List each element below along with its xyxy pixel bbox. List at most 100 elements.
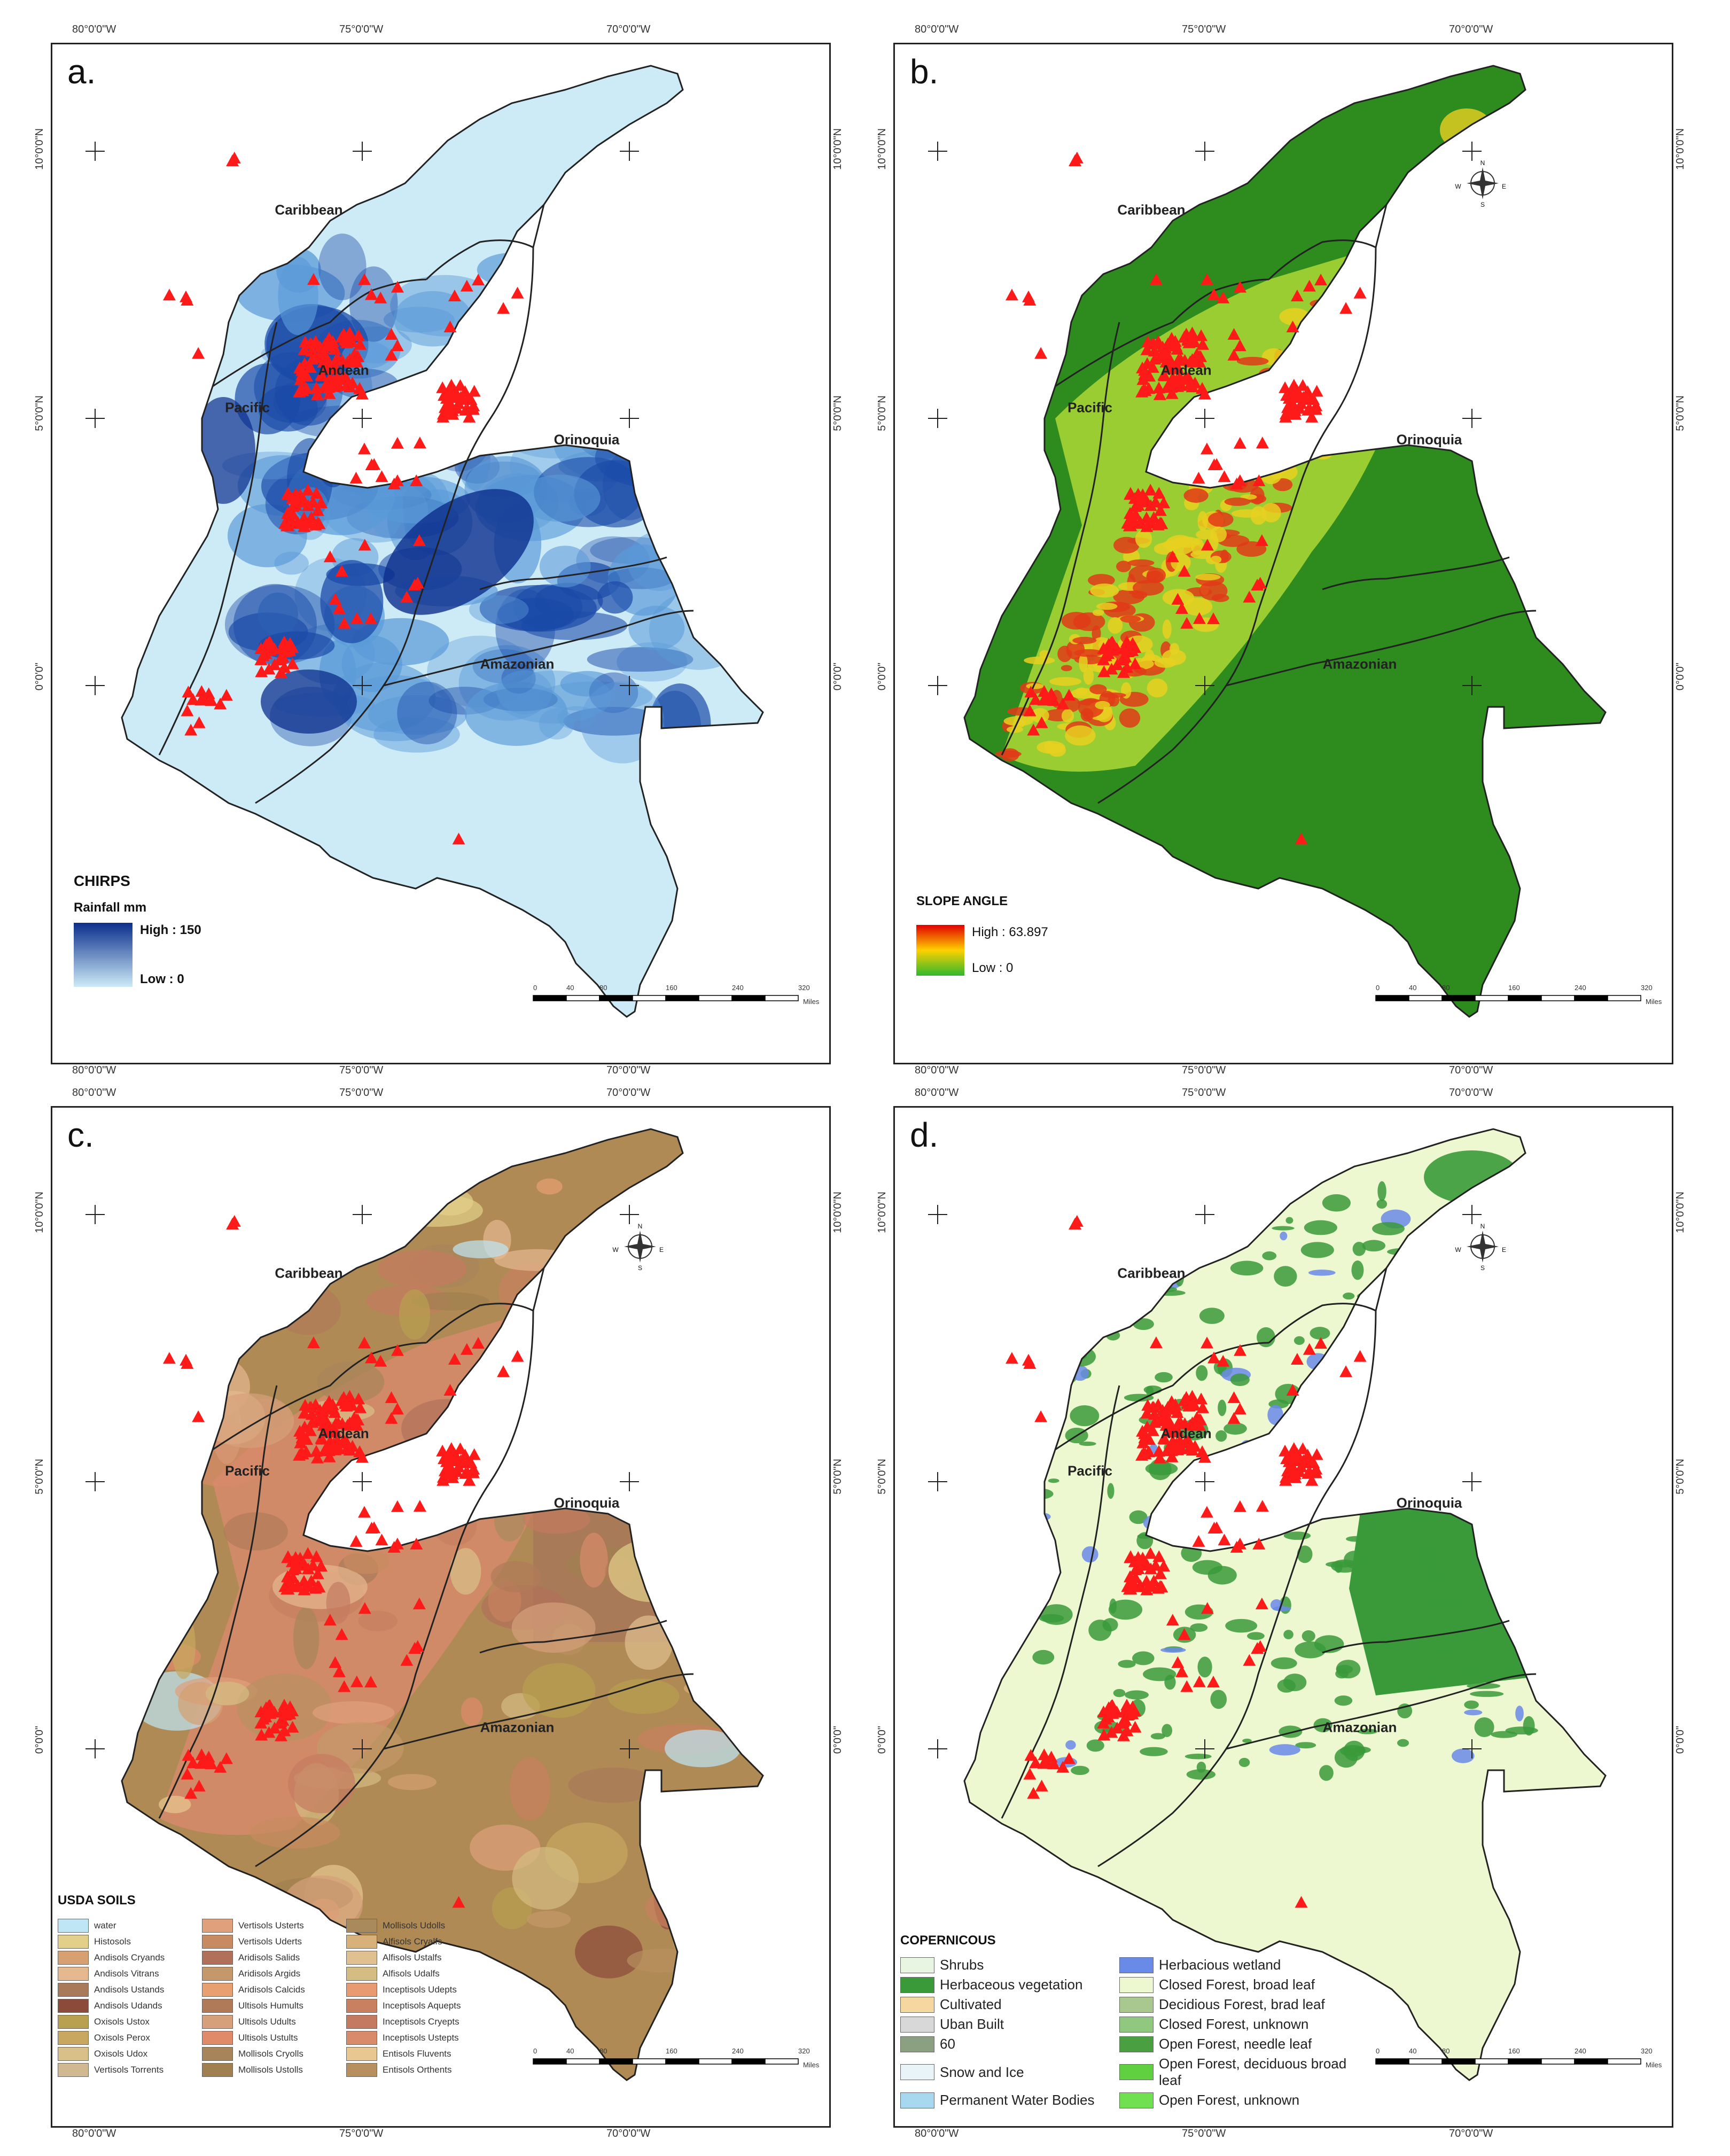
longitude-label: 75°0'0"W: [1182, 1087, 1226, 1099]
landcover-patch: [1506, 1274, 1540, 1290]
scale-tick: 40: [566, 2047, 574, 2055]
landslide-point: [1295, 1896, 1308, 1908]
soil-patch: [122, 1359, 173, 1417]
landcover-patch: [1517, 1389, 1552, 1399]
rainfall-cell: [661, 304, 754, 344]
landcover-patch: [1464, 1700, 1479, 1709]
scale-tick: 240: [1575, 2047, 1586, 2055]
legend-swatch: [346, 1935, 377, 1949]
landslide-point: [1165, 332, 1178, 344]
region-boundary: [1001, 322, 1120, 756]
landslide-point: [400, 1654, 414, 1666]
slope-cell: [1237, 381, 1266, 388]
landslide-point: [1195, 329, 1208, 341]
landcover-patch: [1088, 1620, 1112, 1641]
landslide-point: [385, 1412, 398, 1424]
landslide-point: [1104, 636, 1118, 649]
compass-letter: N: [1480, 159, 1485, 167]
landcover-patch: [1397, 1414, 1419, 1424]
longitude-label: 75°0'0"W: [339, 1064, 384, 1076]
landslide-point: [1175, 602, 1188, 614]
legend-swatch: [202, 1919, 233, 1933]
soil-patch: [657, 1511, 753, 1531]
landcover-patch: [1456, 1368, 1480, 1387]
landcover-patch: [1357, 1729, 1378, 1734]
region-boundary: [255, 247, 534, 804]
landslide-point: [461, 403, 474, 415]
slope-cell: [1231, 509, 1263, 518]
landslide-point: [294, 1436, 307, 1449]
landslide-point: [310, 487, 323, 499]
landslide-point: [1165, 1395, 1178, 1407]
landcover-patch: [1531, 1182, 1539, 1196]
landcover-patch: [1303, 1380, 1316, 1401]
region-label: Caribbean: [275, 201, 343, 218]
landcover-patch: [1200, 1466, 1219, 1478]
landcover-patch: [1155, 1372, 1173, 1383]
landslide-point: [410, 474, 423, 486]
landcover-patch: [1035, 1568, 1057, 1577]
landcover-patch: [1451, 1637, 1478, 1643]
landslide-point: [1124, 1550, 1137, 1562]
landslide-point: [1027, 723, 1040, 736]
legend-high: High : 150: [140, 923, 201, 937]
landslide-point: [1148, 345, 1161, 357]
legend-swatch: [900, 2036, 934, 2052]
landslide-point: [1279, 1444, 1292, 1457]
landslide-point: [497, 1365, 510, 1377]
landslide-point: [391, 281, 404, 293]
landcover-patch: [1316, 1392, 1340, 1398]
longitude-label: 70°0'0"W: [1449, 2128, 1493, 2139]
landslide-point: [192, 1779, 206, 1792]
soil-patch: [256, 1235, 286, 1252]
soil-patch: [122, 1502, 181, 1529]
landcover-patch: [1428, 1263, 1458, 1278]
landslide-point: [358, 1602, 371, 1614]
landcover-patch: [1474, 1423, 1498, 1434]
landcover-patch: [1182, 1224, 1204, 1242]
rainfall-cell: [587, 647, 693, 672]
rainfall-cell: [591, 326, 694, 406]
landslide-point: [1183, 377, 1197, 390]
soil-patch: [230, 1192, 306, 1240]
landslide-point: [1196, 382, 1209, 394]
slope-cell: [1208, 512, 1234, 527]
landcover-patch: [1380, 1389, 1412, 1397]
soil-patch: [717, 1165, 763, 1223]
landslide-point: [337, 328, 350, 340]
legend-swatch: [346, 1983, 377, 1997]
region-label: Andean: [318, 1425, 369, 1442]
compass-letter: W: [1455, 183, 1461, 190]
slope-cell: [1267, 426, 1289, 434]
rainfall-cell: [627, 531, 691, 591]
landcover-patch: [1247, 1632, 1265, 1640]
landslide-point: [1099, 649, 1112, 661]
landcover-patch: [1411, 1674, 1425, 1682]
landslide-point: [1314, 1337, 1328, 1349]
landslide-point: [460, 1343, 473, 1355]
landslide-point: [278, 635, 291, 648]
landcover-patch: [1306, 1381, 1336, 1387]
landslide-point: [410, 1537, 423, 1550]
landslide-point: [310, 388, 324, 400]
landslide-point: [400, 590, 414, 603]
landslide-point: [301, 484, 315, 496]
scale-tick: 160: [666, 2047, 677, 2055]
landslide-point: [1253, 577, 1267, 589]
legend-swatch: [58, 1983, 89, 1997]
landcover-patch: [1161, 1204, 1179, 1223]
landslide-point: [1153, 388, 1166, 400]
landslide-point: [1192, 1535, 1205, 1547]
legend-item: Mollisols Cryolls: [202, 2047, 336, 2061]
soil-patch: [326, 1582, 350, 1624]
landslide-point: [1297, 1454, 1310, 1466]
landcover-patch: [1420, 1221, 1450, 1235]
scale-tick: 240: [732, 984, 744, 992]
landslide-point: [1233, 1500, 1246, 1512]
longitude-label: 70°0'0"W: [606, 1064, 651, 1076]
landslide-point: [1200, 1506, 1213, 1518]
legend-item: Snow and Ice: [900, 2056, 1114, 2089]
region-label: Amazonian: [480, 656, 555, 672]
landslide-point: [411, 1640, 424, 1652]
landcover-patch: [1395, 1277, 1423, 1288]
